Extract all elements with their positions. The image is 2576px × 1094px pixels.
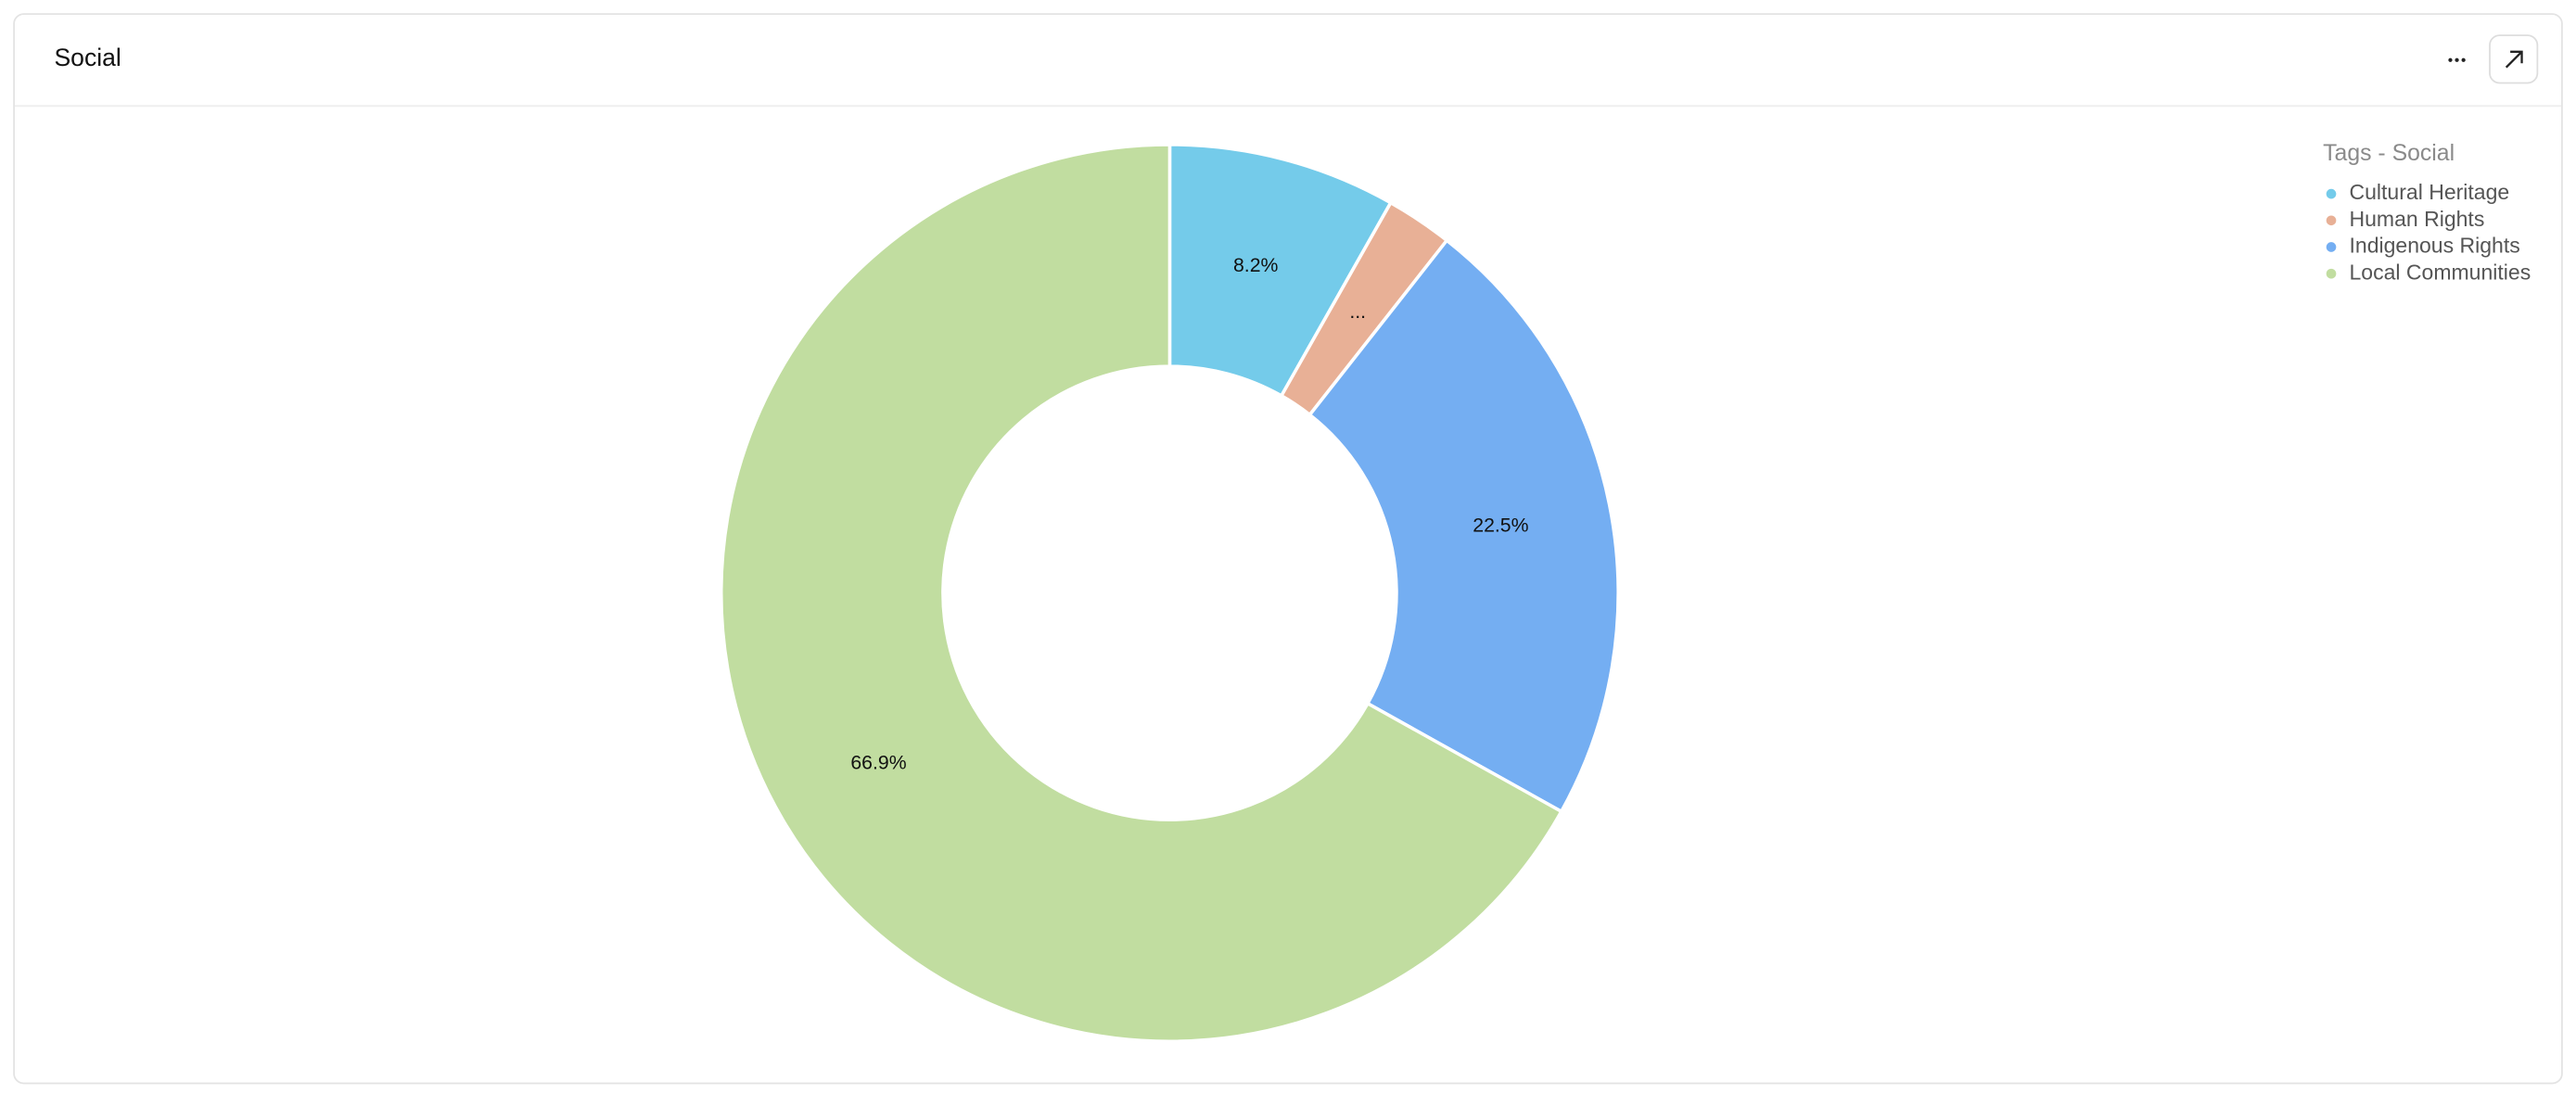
card-title: Social bbox=[54, 44, 121, 71]
slice-label: ... bbox=[1349, 300, 1366, 323]
slice bbox=[720, 143, 1564, 1044]
legend-swatch bbox=[2326, 268, 2337, 279]
legend-label: Indigenous Rights bbox=[2350, 234, 2520, 258]
slice-label: 66.9% bbox=[850, 752, 906, 774]
card bbox=[13, 13, 2563, 1085]
slice-label: 22.5% bbox=[1473, 515, 1528, 537]
slice bbox=[1307, 237, 1620, 814]
legend-title: Tags - Social bbox=[2323, 141, 2455, 166]
legend-label: Cultural Heritage bbox=[2350, 180, 2510, 204]
legend-label: Human Rights bbox=[2350, 207, 2485, 231]
more-menu[interactable] bbox=[2448, 57, 2466, 62]
slice-label: 8.2% bbox=[1233, 254, 1279, 276]
legend-swatch bbox=[2326, 188, 2337, 199]
legend-label: Local Communities bbox=[2350, 260, 2531, 284]
expand-button[interactable] bbox=[2489, 34, 2539, 84]
legend-swatch bbox=[2326, 242, 2337, 252]
legend-swatch bbox=[2326, 215, 2337, 226]
